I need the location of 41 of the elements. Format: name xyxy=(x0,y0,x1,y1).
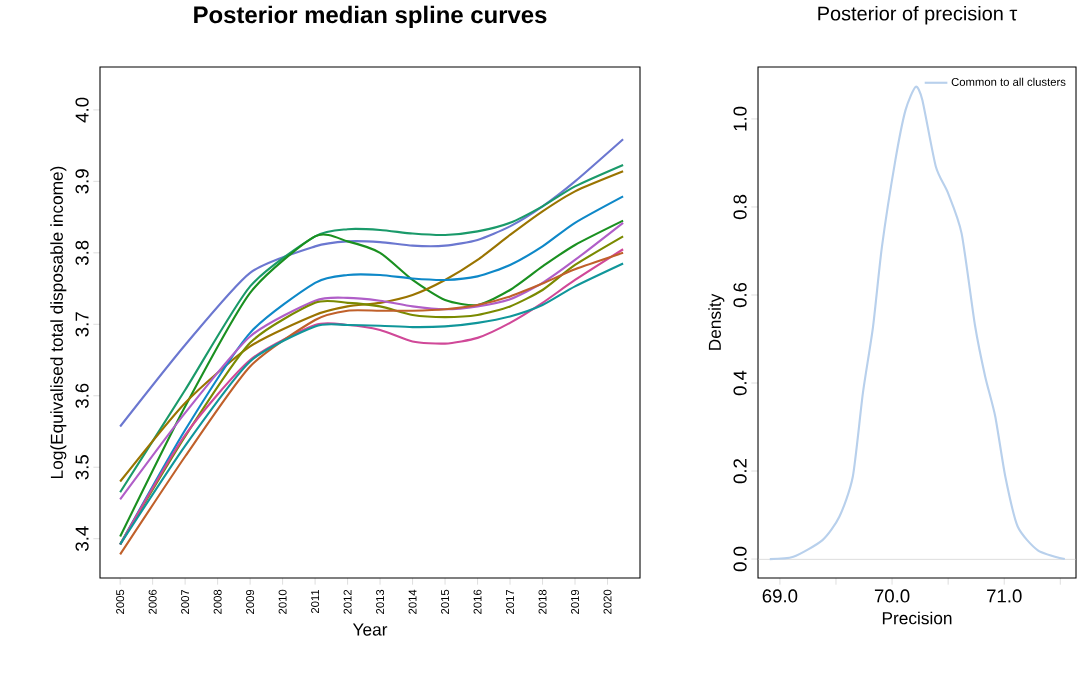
y-axis-title: Density xyxy=(708,293,725,350)
y-tick-label: 3.7 xyxy=(75,312,89,337)
line-series xyxy=(768,85,1066,561)
y-axis-title: Log(Equivalised total disposable income) xyxy=(50,166,67,479)
x-tick-label: 2016 xyxy=(473,589,482,614)
x-tick-label: 2007 xyxy=(181,589,190,614)
x-tick-label: 2017 xyxy=(506,589,515,614)
x-tick-label: 2013 xyxy=(376,589,385,614)
x-tick-label: 2020 xyxy=(603,589,612,614)
x-tick-label: 2012 xyxy=(343,589,352,614)
x-axis-title: Year xyxy=(352,623,388,636)
y-tick-label: 3.6 xyxy=(75,383,89,408)
y-tick-label: 1.0 xyxy=(733,106,747,131)
y-tick-label: 0.8 xyxy=(733,194,747,220)
y-tick-label: 4.0 xyxy=(75,97,89,123)
x-tick-label: 2019 xyxy=(571,589,580,614)
x-tick-label: 2011 xyxy=(311,589,320,614)
x-tick-label: 2009 xyxy=(246,589,255,614)
x-tick-label: 2005 xyxy=(116,589,125,614)
y-tick-label: 0.6 xyxy=(733,282,747,308)
y-tick-label: 3.9 xyxy=(75,169,89,194)
y-tick-label: 3.5 xyxy=(75,455,89,480)
x-tick-label: 70.0 xyxy=(874,589,910,603)
legend-label: Common to all clusters xyxy=(951,77,1066,86)
x-tick-label: 2015 xyxy=(441,589,450,614)
x-tick-label: 2006 xyxy=(148,589,157,614)
x-tick-label: 2010 xyxy=(278,589,287,614)
y-tick-label: 0.2 xyxy=(733,459,747,484)
y-tick-label: 3.8 xyxy=(75,240,89,266)
x-tick-label: 2008 xyxy=(213,589,222,614)
x-tick-label: 69.0 xyxy=(762,589,798,603)
x-tick-label: 2014 xyxy=(408,589,417,614)
chart-title: Posterior of precision τ xyxy=(818,5,1018,25)
x-tick-label: 2018 xyxy=(538,589,547,614)
line-series xyxy=(119,138,625,428)
chart-title: Posterior median spline curves xyxy=(194,5,547,28)
y-tick-label: 0.0 xyxy=(733,546,747,572)
x-tick-label: 71.0 xyxy=(987,589,1022,603)
x-axis-title: Precision xyxy=(882,611,952,625)
y-tick-label: 0.4 xyxy=(733,370,747,396)
y-tick-label: 3.4 xyxy=(75,526,89,551)
